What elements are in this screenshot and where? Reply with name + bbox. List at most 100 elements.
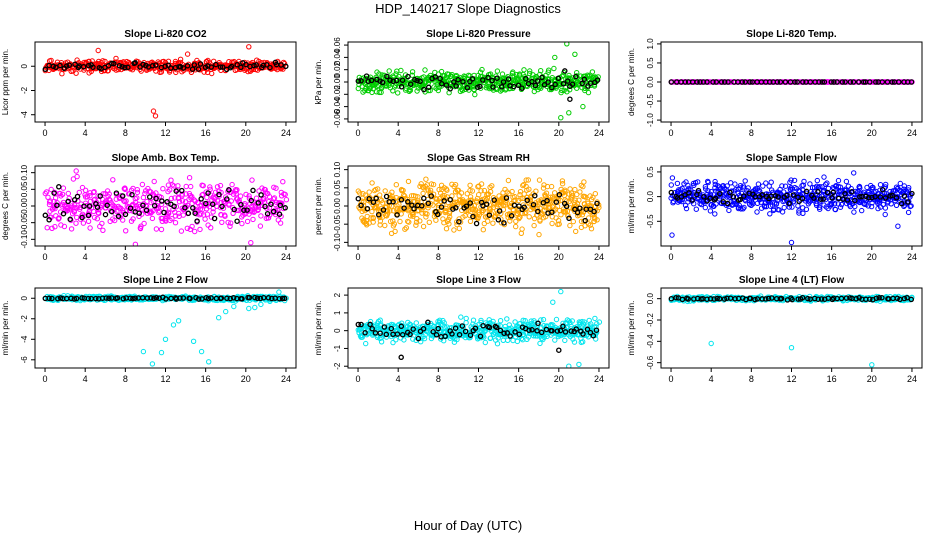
mean-point	[865, 194, 872, 201]
data-point	[180, 212, 187, 218]
mean-point	[819, 79, 826, 85]
data-point	[805, 198, 812, 204]
mean-point	[234, 218, 240, 224]
x-tick-label: 16	[514, 128, 524, 138]
mean-point	[724, 200, 731, 207]
x-tick-label: 0	[669, 128, 674, 138]
mean-point	[184, 63, 191, 69]
mean-point	[120, 295, 127, 302]
data-point	[472, 91, 478, 98]
mean-point	[594, 200, 600, 207]
data-point	[373, 205, 379, 211]
data-point	[835, 177, 842, 184]
data-point	[176, 199, 183, 205]
data-point	[189, 223, 195, 230]
y-tick-label: 0	[20, 295, 29, 300]
mean-point	[437, 75, 443, 82]
data-point	[65, 190, 72, 197]
data-point	[538, 85, 544, 91]
mean-point	[582, 217, 588, 224]
mean-point	[549, 209, 555, 215]
data-point	[567, 222, 573, 229]
data-point	[427, 187, 434, 194]
data-point	[521, 191, 527, 197]
data-point	[796, 208, 802, 214]
mean-point	[455, 76, 461, 83]
data-point	[576, 361, 582, 368]
data-point	[551, 65, 557, 72]
data-point	[375, 186, 381, 192]
mean-point	[151, 295, 157, 302]
mean-point	[264, 210, 271, 217]
mean-point	[241, 207, 247, 213]
mean-point	[132, 60, 138, 66]
x-tick-label: 4	[83, 128, 88, 138]
data-point	[480, 227, 486, 233]
data-point	[905, 209, 912, 216]
mean-point	[410, 326, 416, 332]
mean-point	[503, 195, 510, 201]
mean-point	[379, 79, 386, 86]
data-point	[521, 67, 527, 73]
mean-point	[566, 215, 572, 222]
data-point	[390, 339, 396, 346]
mean-point	[398, 354, 404, 361]
mean-point	[501, 330, 507, 337]
data-point	[87, 193, 93, 199]
data-point	[434, 196, 440, 202]
data-point	[140, 348, 147, 355]
x-tick-label: 0	[43, 252, 48, 262]
data-point	[158, 226, 165, 233]
data-point	[505, 177, 512, 184]
data-point	[167, 187, 173, 193]
data-point	[276, 289, 282, 295]
mean-point	[840, 196, 846, 202]
data-point	[765, 199, 772, 205]
data-point	[740, 185, 746, 191]
data-point	[592, 191, 598, 197]
mean-point	[896, 79, 902, 85]
data-point	[516, 71, 523, 77]
data-point	[463, 320, 469, 326]
mean-point	[557, 327, 564, 334]
data-point	[169, 216, 175, 222]
data-point	[843, 178, 850, 185]
mean-point	[456, 218, 462, 225]
data-point	[382, 222, 388, 229]
mean-point	[219, 64, 226, 70]
data-point	[674, 180, 681, 187]
data-point	[877, 182, 884, 188]
mean-point	[54, 202, 60, 209]
mean-point	[421, 195, 427, 202]
mean-point	[505, 76, 512, 82]
x-tick-label: 4	[83, 374, 88, 384]
data-point	[447, 325, 453, 331]
data-point	[367, 318, 374, 325]
mean-point	[873, 79, 879, 85]
data-point	[244, 218, 251, 225]
data-point	[469, 188, 476, 194]
data-point	[377, 218, 384, 224]
y-tick-label: -0.06	[333, 109, 342, 128]
data-point	[219, 219, 225, 226]
data-point	[426, 219, 432, 226]
mean-point	[362, 330, 368, 336]
mean-point	[549, 84, 555, 91]
mean-point	[250, 187, 256, 194]
data-point	[807, 181, 813, 187]
mean-point	[485, 74, 491, 81]
mean-point	[573, 326, 579, 332]
x-tick-label: 0	[356, 128, 361, 138]
mean-point	[420, 326, 427, 332]
mean-point	[794, 79, 800, 85]
mean-point	[366, 196, 372, 202]
data-point	[559, 178, 566, 184]
mean-point	[545, 79, 551, 85]
mean-point	[425, 84, 432, 91]
mean-point	[486, 324, 493, 331]
y-tick-label: 0.5	[646, 166, 655, 178]
mean-point	[270, 208, 277, 215]
x-tick-label: 0	[669, 252, 674, 262]
panel-points	[355, 176, 602, 238]
data-point	[239, 214, 245, 220]
